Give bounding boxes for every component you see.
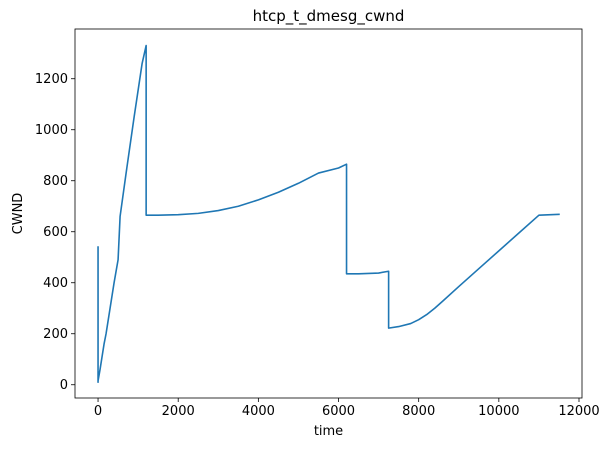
y-tick-label: 400 <box>43 276 68 291</box>
plot-frame <box>74 28 583 399</box>
y-tick-label: 600 <box>43 225 68 240</box>
y-axis-label: CWND <box>11 193 26 235</box>
y-tick-label: 800 <box>43 174 68 189</box>
y-tick-label: 1000 <box>35 123 68 138</box>
x-tick-label: 6000 <box>322 404 355 419</box>
plot-area <box>97 44 560 383</box>
y-tick-label: 1200 <box>35 72 68 87</box>
series-line-0 <box>97 44 560 383</box>
x-tick-label: 4000 <box>242 404 275 419</box>
y-tick-label: 0 <box>60 378 68 393</box>
x-axis: 0 2000 4000 6000 8000 10000 12000 <box>94 398 599 419</box>
x-axis-label: time <box>314 424 343 439</box>
y-tick-label: 200 <box>43 327 68 342</box>
x-tick-label: 0 <box>94 404 102 419</box>
chart-title: htcp_t_dmesg_cwnd <box>253 7 405 26</box>
y-axis: 0 200 400 600 800 1000 1200 <box>35 72 75 393</box>
x-tick-label: 8000 <box>402 404 435 419</box>
x-tick-label: 12000 <box>558 404 599 419</box>
x-tick-label: 2000 <box>162 404 195 419</box>
x-tick-label: 10000 <box>478 404 519 419</box>
